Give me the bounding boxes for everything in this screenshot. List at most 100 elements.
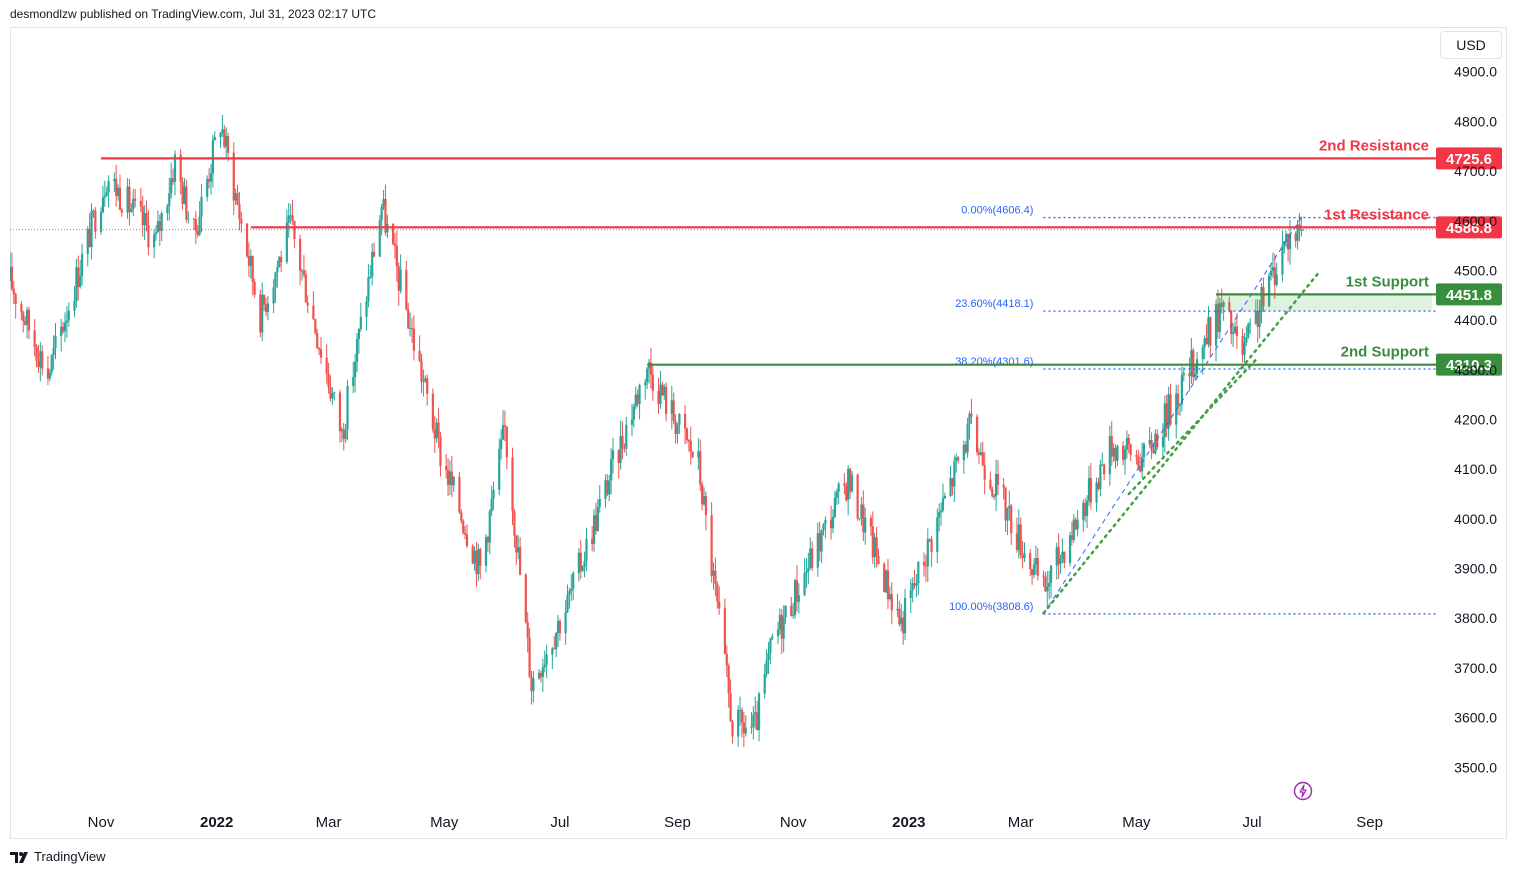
candle [621,421,624,459]
candle [1148,427,1151,448]
candle [873,532,876,568]
currency-selector[interactable]: USD [1440,31,1502,59]
candle [79,260,82,289]
x-tick-label: Mar [1008,814,1034,831]
candle [625,417,628,456]
candle [25,306,29,339]
candle [1260,282,1263,324]
candle [409,312,412,337]
candle [1165,394,1168,438]
candle [913,569,916,589]
candle [382,189,385,211]
candle [492,481,495,510]
candle [234,188,237,206]
candle [86,226,89,267]
candle [1076,509,1079,537]
candle [964,441,967,455]
candle [1214,299,1218,362]
candle [623,443,626,453]
candle [226,132,230,162]
candle [780,608,783,655]
lightning-icon[interactable] [1293,781,1313,801]
candle [446,458,450,497]
candle [369,265,372,280]
candle [805,558,808,588]
candle [486,535,489,552]
x-tick-label: May [430,814,459,831]
candle [435,418,438,443]
candle [966,417,969,458]
candle [1029,549,1032,577]
candle [1269,262,1273,281]
candle [909,578,912,614]
candle [829,505,833,540]
candle [558,618,562,641]
candle [511,447,514,526]
candle [1140,442,1144,478]
candle [939,502,943,526]
candle [160,211,163,241]
candle [54,323,57,360]
candle [200,184,203,233]
candle [1042,570,1045,587]
candle [1281,230,1284,283]
price-tag: 4310.3 [1436,353,1502,376]
candle [718,586,721,615]
candle [850,470,854,493]
candle [120,207,123,217]
trendline [1042,271,1320,615]
fib-trend-line [1043,217,1302,615]
candle [153,229,156,259]
price-chart[interactable]: 0.00%(4606.4) 23.60%(4418.1) 38.20%(4301.6… [10,27,1507,839]
candle [566,584,569,613]
candle [354,353,357,393]
candle [422,369,425,397]
candle [518,537,522,576]
candle [1114,444,1117,469]
candle [35,344,38,368]
candle [113,172,116,192]
fib-level-label: 38.20%(4301.6) [955,356,1033,368]
candle [820,529,823,563]
candle [1085,495,1089,529]
candle [632,403,635,428]
candle [10,252,13,291]
candle [128,178,131,226]
trendline [1127,358,1258,496]
candle [1230,309,1233,345]
candle [501,410,505,441]
candle [911,577,914,603]
candle [991,486,994,498]
candle [63,312,67,343]
candle [581,565,584,573]
candle [50,353,53,376]
candle [285,209,288,265]
candle [793,578,797,619]
candle [951,477,954,496]
candle [606,473,609,497]
candle [1142,442,1146,468]
candle [936,508,939,564]
candle [1057,533,1060,580]
candle [73,286,76,318]
candle [60,318,63,352]
candle [105,186,108,197]
candle [886,559,890,609]
candle [968,411,971,440]
candle [676,422,679,444]
price-tag: 4725.6 [1436,147,1502,170]
candle [981,441,984,466]
x-tick-label: Jul [550,814,569,831]
candle [198,201,201,237]
candle [213,131,216,141]
candle [697,438,700,470]
candle [678,413,681,435]
candle [543,650,546,673]
candle [371,243,374,286]
candle [795,565,799,612]
candle [420,353,423,394]
candle [902,610,905,645]
candle [168,177,171,221]
candle [644,378,647,400]
candle [418,335,421,363]
